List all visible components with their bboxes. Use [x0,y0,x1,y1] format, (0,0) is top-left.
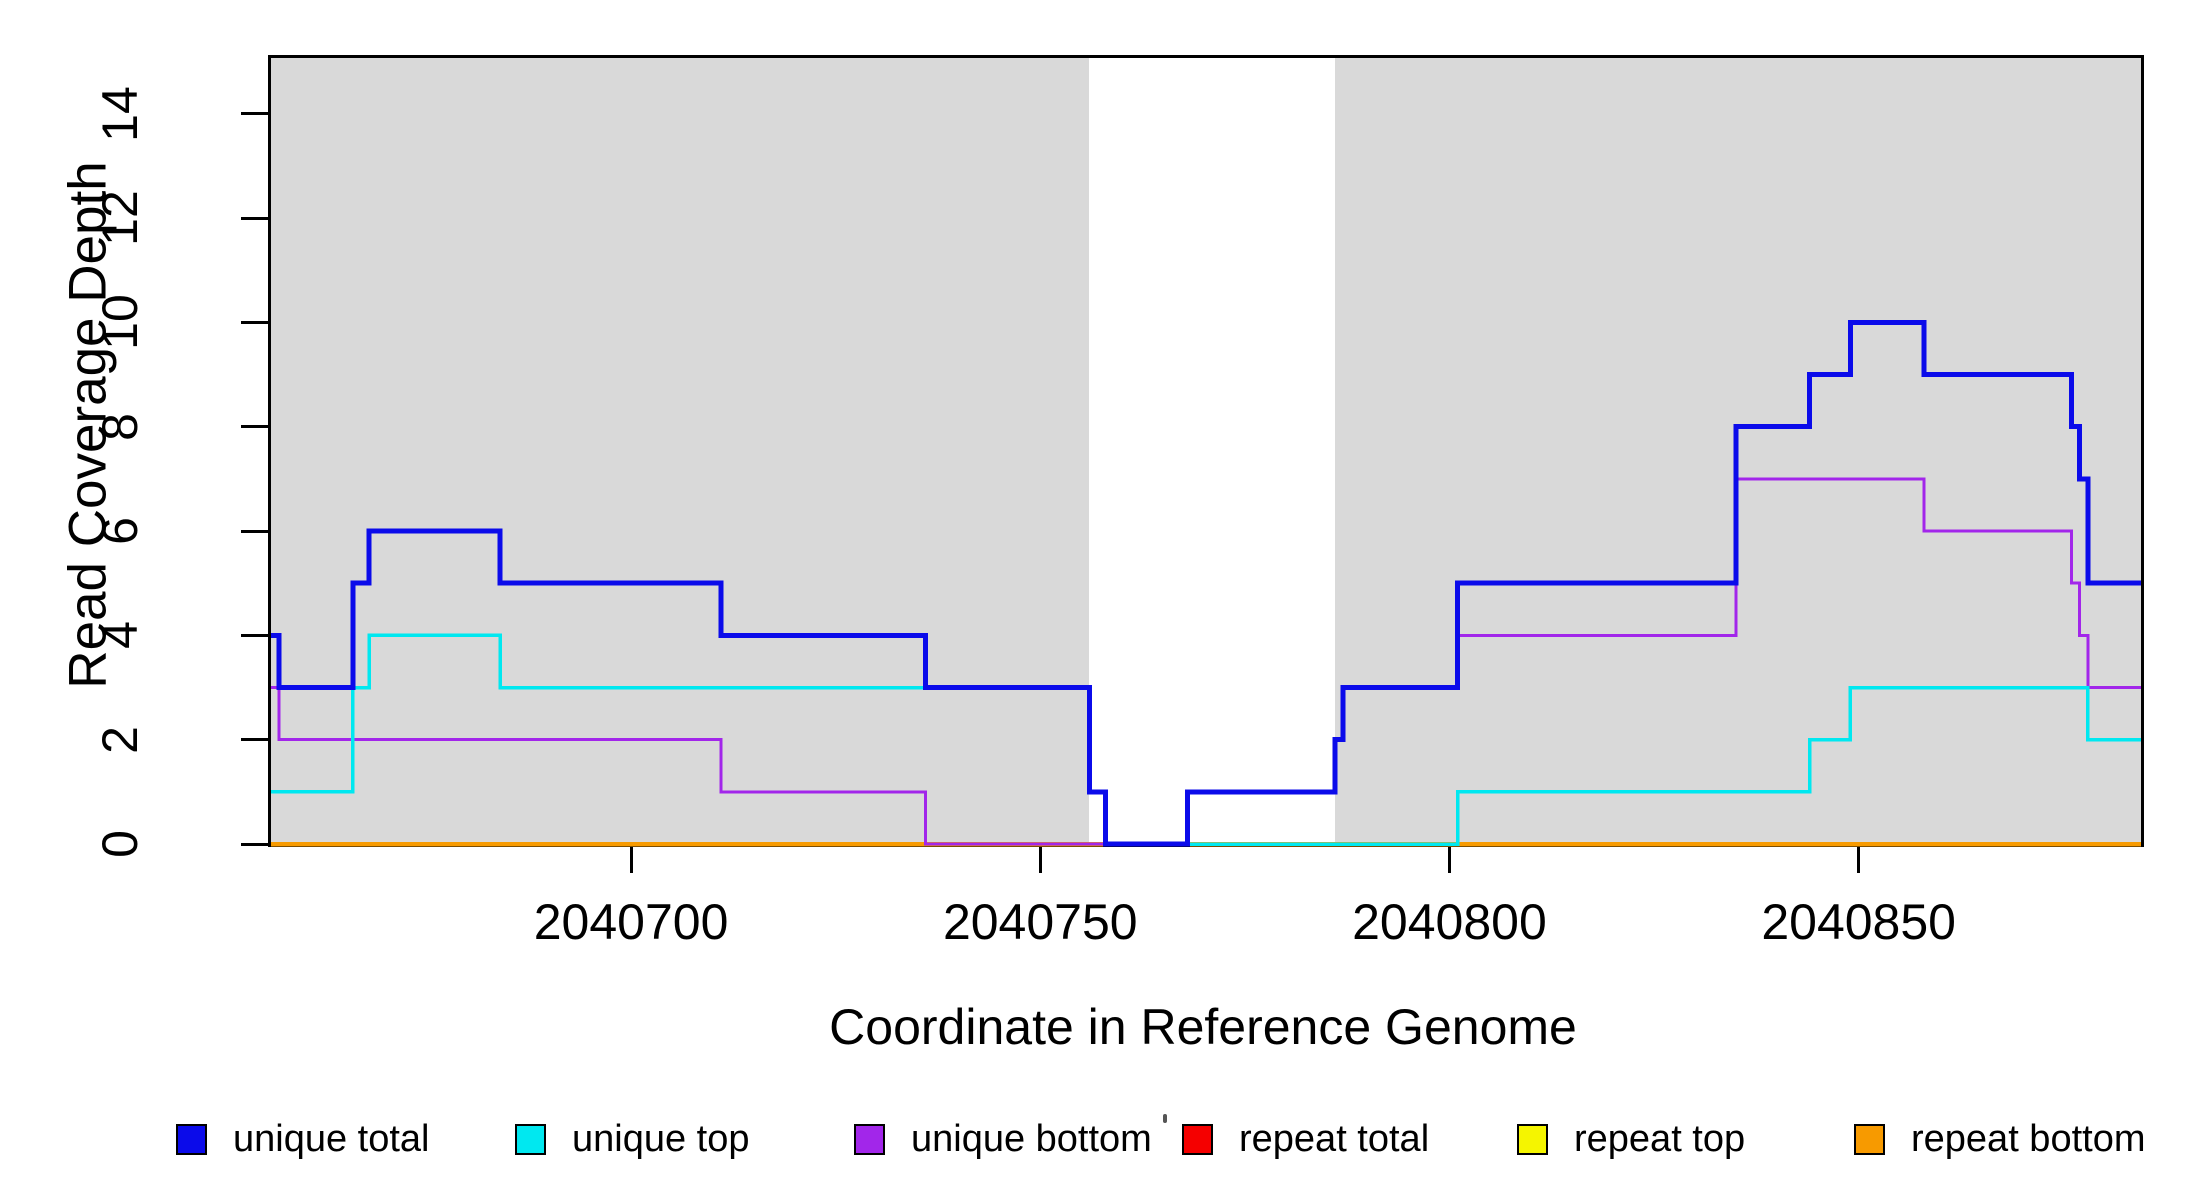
legend-label: repeat top [1574,1117,1746,1160]
legend-swatch-icon [176,1123,207,1155]
shaded-region-left [271,58,1090,844]
legend-swatch-icon [1854,1123,1885,1155]
legend-label: unique top [572,1117,750,1160]
stray-mark [1163,1114,1167,1123]
x-tick-label: 2040850 [1761,894,1956,950]
series-line-unique-top [271,633,2141,846]
y-tick-mark [241,738,268,742]
y-tick-mark [241,320,268,324]
series-line-unique-bottom [271,477,2141,846]
legend-item-unique-bottom: unique bottom [854,1116,1152,1162]
y-tick-label: 2 [92,725,148,754]
x-tick-mark [1447,847,1451,873]
plot-area [268,55,2144,847]
y-tick-mark [241,425,268,429]
series-line-unique-total [271,319,2141,847]
y-tick-mark [241,112,268,116]
y-tick-mark [241,842,268,846]
x-tick-label: 2040750 [942,894,1138,950]
y-tick-label: 14 [92,85,148,142]
step-lines-canvas [271,319,2141,847]
legend-item-repeat-bottom: repeat bottom [1854,1116,2145,1162]
legend-label: unique bottom [911,1117,1152,1160]
legend-label: repeat total [1239,1117,1430,1160]
y-tick-label: 0 [92,830,148,858]
legend-item-repeat-top: repeat top [1517,1116,1745,1162]
legend-swatch-icon [1182,1123,1213,1155]
x-tick-label: 2040800 [1352,894,1547,950]
y-tick-mark [241,633,268,637]
legend-swatch-icon [854,1123,885,1155]
x-tick-label: 2040700 [533,894,729,950]
legend-label: unique total [233,1117,430,1160]
x-tick-mark [629,847,633,873]
x-axis-title: Coordinate in Reference Genome [829,999,1577,1055]
y-tick-mark [241,529,268,533]
y-tick-mark [241,216,268,220]
legend-label: repeat bottom [1911,1117,2146,1160]
legend-item-unique-total: unique total [176,1116,430,1162]
x-tick-mark [1038,847,1042,873]
x-tick-mark [1857,847,1861,873]
legend-item-repeat-total: repeat total [1182,1116,1429,1162]
legend-item-unique-top: unique top [515,1116,750,1162]
legend-swatch-icon [515,1123,546,1155]
y-axis-title: Read Coverage Depth [58,161,118,689]
legend-swatch-icon [1517,1123,1548,1155]
